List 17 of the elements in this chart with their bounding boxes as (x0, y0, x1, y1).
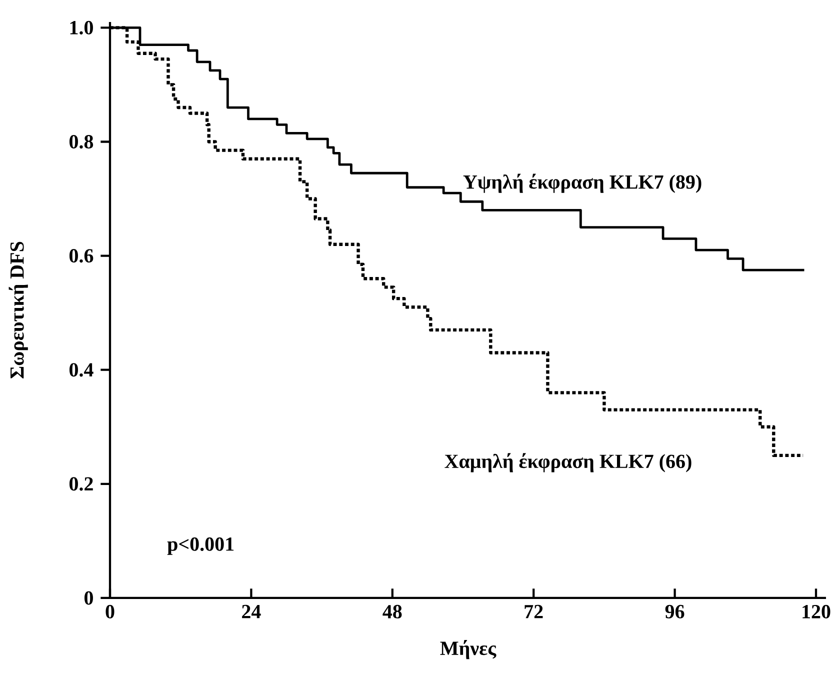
y-tick-label: 1.0 (70, 20, 93, 34)
series-label: Υψηλή έκφραση KLK7 (89) (463, 174, 702, 193)
text: Χαμηλή έκφραση KLK7 (66) (444, 453, 692, 472)
y-tick-label: 0 (84, 591, 93, 605)
x-tick-label: 48 (382, 604, 402, 618)
x-axis-title: Μήνες (440, 640, 496, 660)
y-axis-title: Σωρευτική DFS (8, 242, 28, 378)
x-tick-label: 96 (665, 604, 684, 618)
y-tick-label: 0.8 (69, 134, 94, 149)
x-tick-label: 24 (242, 604, 261, 618)
x-tick-label: 0 (106, 604, 114, 618)
y-tick-label: 0.2 (69, 477, 93, 491)
y-tick-label: 0.4 (69, 363, 94, 377)
annotation: p<0.001 (167, 537, 234, 555)
y-tick-label: 0.6 (69, 249, 94, 263)
x-tick-label: 120 (802, 604, 830, 618)
x-tick-label: 72 (524, 604, 543, 618)
